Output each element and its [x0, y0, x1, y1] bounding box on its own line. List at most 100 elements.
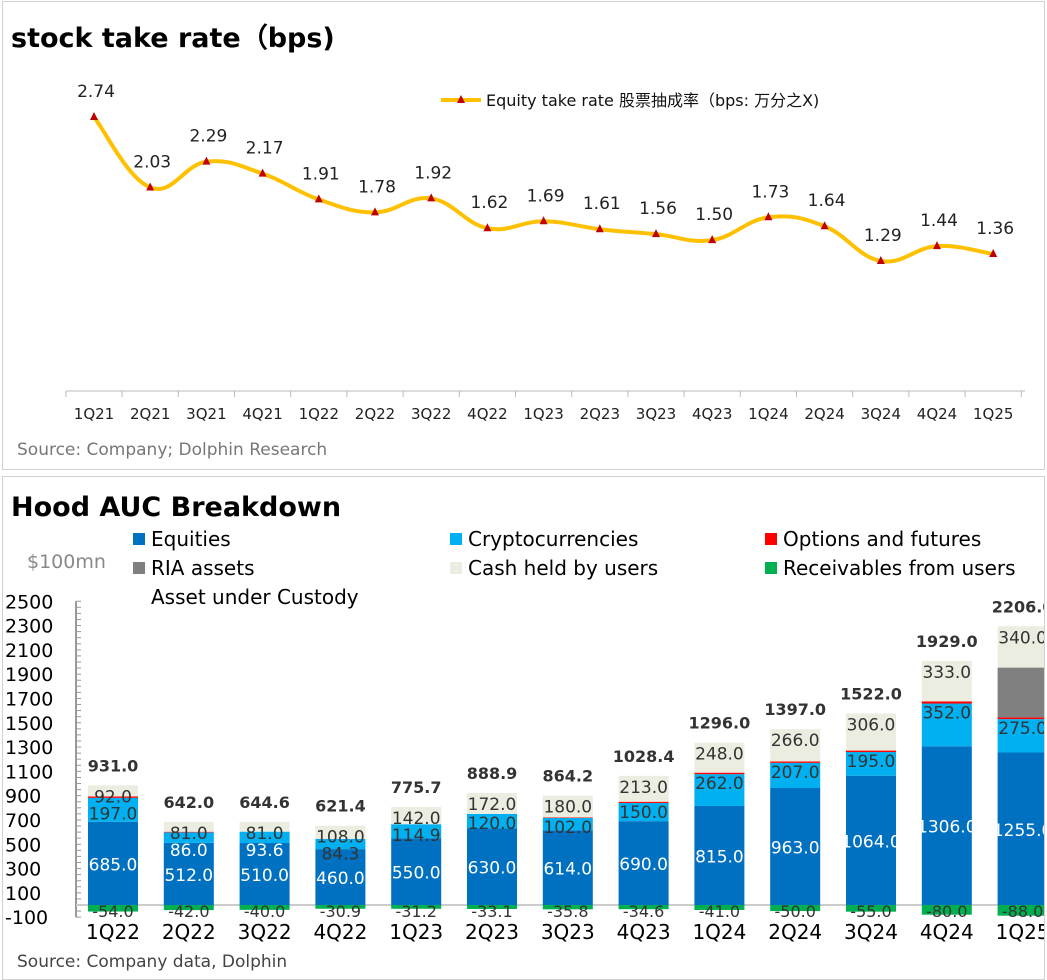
bar-label: -31.2 — [395, 902, 436, 921]
x-tick-label: 1Q24 — [692, 920, 746, 944]
bar-segment-cash-held-by-users — [542, 795, 593, 818]
bar-segment-cash-held-by-users — [88, 785, 138, 797]
x-tick-label: 1Q25 — [996, 920, 1044, 944]
x-tick-label: 3Q22 — [238, 920, 292, 944]
bar-segment-cryptocurrencies — [467, 813, 517, 829]
legend-marker — [457, 95, 465, 103]
source-note: Source: Company; Dolphin Research — [17, 440, 328, 460]
data-point-marker — [652, 229, 660, 238]
data-label: 1.91 — [302, 164, 340, 184]
bar-segment-cryptocurrencies — [997, 719, 1044, 753]
data-point-marker — [314, 194, 323, 203]
bar-segment-options-and-futures — [618, 801, 669, 803]
data-label: 1.56 — [639, 199, 677, 219]
bar-segment-receivables — [846, 905, 896, 912]
x-tick-label: 1Q23 — [523, 405, 563, 423]
bar-label: 114.9 — [392, 826, 441, 846]
total-label: 775.7 — [391, 778, 442, 797]
bar-segment-cryptocurrencies — [770, 762, 821, 788]
bar-label: 81.0 — [170, 824, 208, 844]
x-tick-label: 3Q22 — [411, 405, 451, 423]
x-tick-label: 4Q24 — [920, 920, 974, 944]
legend-label: Asset under Custody — [151, 585, 359, 609]
data-point-marker — [595, 224, 604, 233]
legend-label: Cryptocurrencies — [468, 527, 638, 551]
data-label: 1.92 — [414, 163, 452, 183]
bar-label: 1064.0 — [841, 832, 900, 852]
total-label: 864.2 — [542, 767, 593, 786]
total-label: 888.9 — [467, 764, 518, 783]
bar-label: 685.0 — [89, 855, 138, 875]
x-tick-label: 4Q21 — [242, 405, 282, 423]
x-tick-label: 2Q24 — [768, 920, 822, 944]
bar-label: 213.0 — [619, 778, 668, 798]
bar-label: 815.0 — [695, 847, 744, 867]
bar-segment-equities — [694, 805, 745, 905]
legend-swatch — [133, 533, 145, 545]
data-label: 1.78 — [358, 177, 396, 197]
data-point-marker — [989, 249, 998, 258]
data-label: 1.73 — [751, 182, 789, 202]
bar-label: 550.0 — [392, 864, 441, 884]
bar-label: 460.0 — [316, 869, 365, 889]
bar-label: 630.0 — [468, 859, 517, 879]
bar-segment-options-and-futures — [770, 761, 821, 763]
bar-segment-receivables — [239, 905, 290, 910]
bar-label: 352.0 — [922, 704, 971, 724]
bar-segment-cash-held-by-users — [770, 729, 821, 762]
bar-segment-cryptocurrencies — [542, 818, 593, 831]
bar-label: -42.0 — [168, 902, 209, 921]
data-point-marker — [90, 112, 98, 120]
bar-segment-receivables — [618, 905, 669, 910]
bar-label: -88.0 — [1002, 902, 1043, 921]
bar-segment-cryptocurrencies — [694, 774, 745, 806]
bar-label: 84.3 — [321, 845, 359, 865]
total-label: 621.4 — [315, 797, 366, 816]
data-label: 1.50 — [695, 205, 733, 225]
legend-label: Equities — [151, 527, 231, 551]
total-label: 1522.0 — [840, 684, 902, 703]
bar-label: -50.0 — [774, 902, 815, 921]
bar-segment-cash-held-by-users — [239, 821, 290, 832]
bar-label: -40.0 — [244, 902, 285, 921]
bar-label: -33.1 — [471, 902, 512, 921]
bar-segment-equities — [163, 842, 214, 905]
y-tick-label: 1700 — [5, 688, 53, 710]
bar-segment-options-and-futures — [921, 701, 972, 704]
bar-segment-cash-held-by-users — [997, 626, 1044, 668]
data-label: 2.74 — [77, 82, 115, 102]
x-tick-label: 1Q23 — [389, 920, 443, 944]
data-point-marker — [202, 156, 211, 165]
bar-label: -41.0 — [699, 902, 740, 921]
bar-label: 86.0 — [170, 841, 208, 861]
x-tick-label: 4Q23 — [617, 920, 671, 944]
data-label: 1.62 — [470, 193, 508, 213]
bar-label: 120.0 — [468, 814, 517, 834]
y-tick-label: 500 — [5, 834, 41, 856]
x-tick-label: 4Q22 — [313, 920, 367, 944]
bar-label: 195.0 — [847, 752, 896, 772]
bar-segment-cash-held-by-users — [315, 825, 366, 839]
data-point-marker — [258, 168, 267, 177]
bar-segment-options-and-futures — [997, 717, 1044, 720]
bar-label: 1255.0 — [993, 821, 1044, 841]
bar-segment-ria-assets — [997, 667, 1044, 718]
bar-segment-cash-held-by-users — [846, 713, 896, 751]
data-point-marker — [371, 207, 379, 216]
bar-segment-cryptocurrencies — [618, 802, 669, 822]
x-tick-label: 1Q24 — [748, 405, 788, 423]
bar-segment-equities — [467, 828, 517, 905]
x-tick-label: 3Q24 — [844, 920, 898, 944]
bar-label: 333.0 — [922, 663, 971, 683]
y-tick-label: 1100 — [5, 761, 53, 783]
total-label: 1929.0 — [916, 632, 978, 651]
bar-label: 92.0 — [94, 787, 132, 807]
x-tick-label: 4Q23 — [692, 405, 732, 423]
legend-swatch — [765, 533, 777, 545]
y-tick-label: 700 — [5, 810, 41, 832]
y-tick-label: 1300 — [5, 737, 53, 759]
source-note: Source: Company data, Dolphin — [17, 952, 288, 972]
bar-segment-equities — [770, 787, 821, 905]
bar-segment-cryptocurrencies — [88, 797, 138, 822]
